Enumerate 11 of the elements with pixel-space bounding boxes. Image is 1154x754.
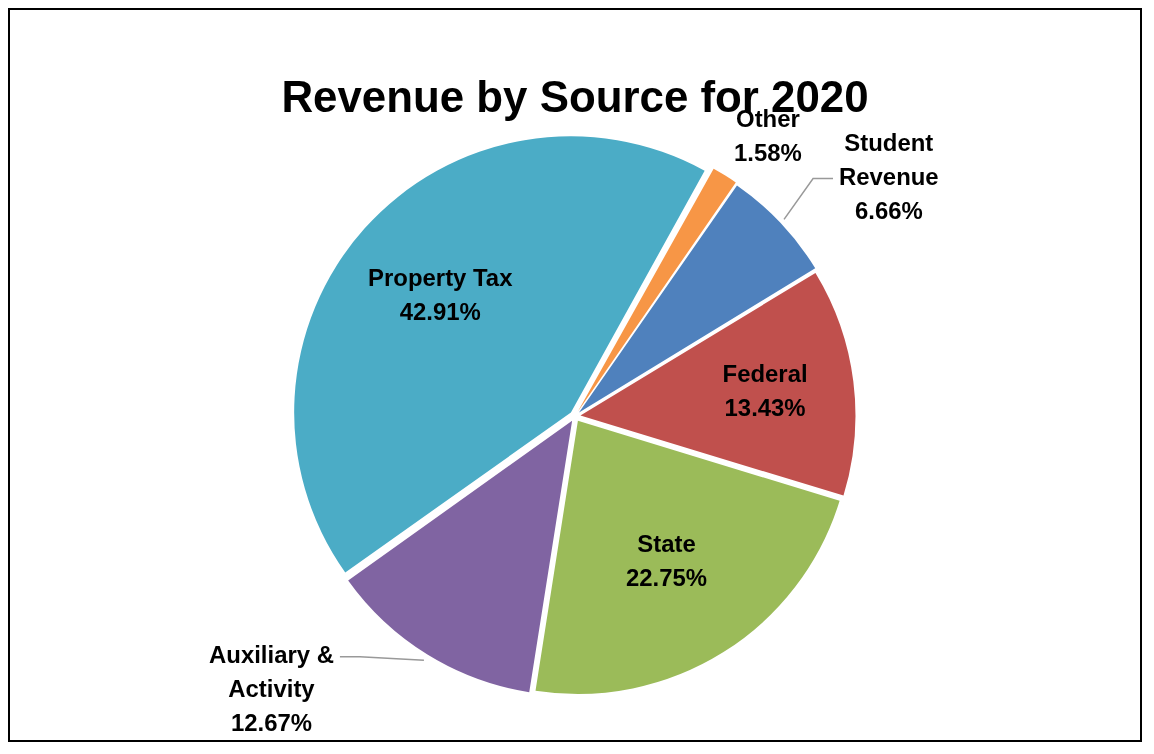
slice-label: Student Revenue bbox=[839, 129, 939, 191]
slice-label: Federal bbox=[722, 360, 808, 388]
data-label: 6.66% bbox=[854, 196, 923, 224]
data-label: 12.67% bbox=[230, 709, 313, 737]
data-label: 1.58% bbox=[734, 139, 802, 167]
data-label: 42.91% bbox=[399, 297, 481, 325]
data-label: 13.43% bbox=[724, 393, 806, 421]
data-label: 22.75% bbox=[625, 563, 707, 591]
slice-label: Auxiliary & Activity bbox=[209, 641, 334, 703]
slice-label: Property Tax bbox=[368, 263, 514, 291]
slice-label: State bbox=[637, 529, 696, 557]
